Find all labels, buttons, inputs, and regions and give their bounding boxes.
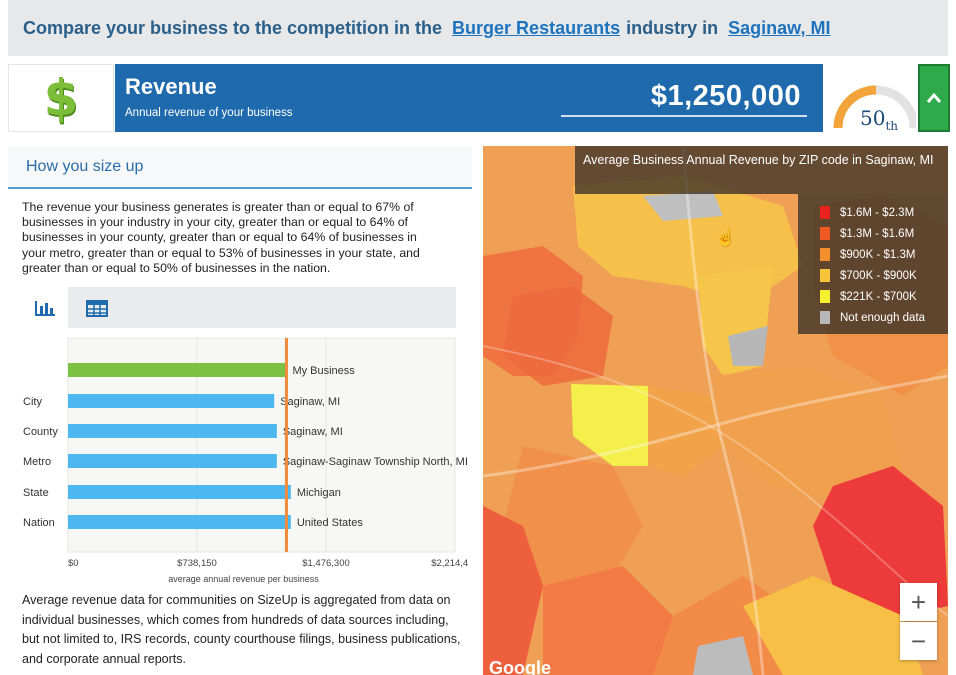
legend-label: $900K - $1.3M <box>840 248 916 261</box>
revenue-subtitle: Annual revenue of your business <box>125 107 293 119</box>
legend-row: $221K - $700K <box>798 286 948 307</box>
bar <box>68 363 287 377</box>
view-tabs <box>22 287 456 328</box>
chevron-up-icon <box>926 92 942 103</box>
legend-row: $700K - $900K <box>798 265 948 286</box>
percentile-label: 50th <box>860 106 898 133</box>
bar-label: Saginaw, MI <box>283 426 343 438</box>
collapse-button[interactable] <box>918 64 950 132</box>
dollar-icon: $ <box>43 69 79 127</box>
map-legend: $1.6M - $2.3M $1.3M - $1.6M $900K - $1.3… <box>798 194 948 334</box>
zoom-in-button[interactable]: + <box>900 583 937 621</box>
sizeup-title: How you size up <box>26 158 144 175</box>
category-label: Nation <box>23 517 55 529</box>
category-label: Metro <box>23 456 51 468</box>
legend-label: $700K - $900K <box>840 269 917 282</box>
revenue-value[interactable]: $1,250,000 <box>650 80 801 112</box>
legend-row: $900K - $1.3M <box>798 244 948 265</box>
percentile-suffix: th <box>885 119 899 133</box>
x-tick-label: $1,476,300 <box>302 558 350 569</box>
gauge-arc <box>833 85 916 129</box>
bar <box>68 394 275 408</box>
legend-swatch <box>820 206 830 219</box>
data-source-note: Average revenue data for communities on … <box>22 593 461 666</box>
x-tick-label: $0 <box>68 558 79 569</box>
legend-label: $1.6M - $2.3M <box>840 206 915 219</box>
google-logo: Google <box>489 658 551 675</box>
x-tick-label: $738,150 <box>177 558 217 569</box>
table-icon <box>86 299 108 317</box>
bar <box>68 454 277 468</box>
legend-swatch <box>820 290 830 303</box>
legend-label: $1.3M - $1.6M <box>840 227 915 240</box>
tab-table[interactable] <box>74 287 120 328</box>
hand-cursor-icon: ☝ <box>715 228 737 247</box>
x-axis-label: average annual revenue per business <box>168 574 319 584</box>
revenue-icon-box: $ <box>8 64 114 132</box>
percentile-number: 50 <box>860 106 886 130</box>
legend-swatch <box>820 269 830 282</box>
revenue-value-underline <box>561 115 807 117</box>
sizeup-panel: How you size up The revenue your busines… <box>8 146 479 675</box>
category-label: State <box>23 487 49 499</box>
legend-row: $1.6M - $2.3M <box>798 202 948 223</box>
bar <box>68 485 291 499</box>
sizeup-summary: The revenue your business generates is g… <box>22 200 420 275</box>
revenue-chart: My Business Saginaw, MI City Saginaw, MI Cou… <box>8 334 479 594</box>
bar-label: Michigan <box>297 487 341 499</box>
industry-link[interactable]: Burger Restaurants <box>452 17 621 38</box>
category-label: County <box>23 426 58 438</box>
legend-swatch <box>820 248 830 261</box>
legend-row: $1.3M - $1.6M <box>798 223 948 244</box>
percentile-gauge: 50th <box>824 64 916 133</box>
bar <box>68 515 291 529</box>
location-link[interactable]: Saginaw, MI <box>728 17 831 38</box>
header-middle: industry in <box>626 17 719 38</box>
bar-label: Saginaw, MI <box>280 396 340 408</box>
revenue-banner: Revenue Annual revenue of your business … <box>115 64 823 132</box>
bar <box>68 424 277 438</box>
revenue-title: Revenue <box>125 74 217 99</box>
sizeup-header: How you size up <box>8 146 472 189</box>
tab-chart[interactable] <box>22 287 68 328</box>
legend-row: Not enough data <box>798 307 948 328</box>
x-tick-label: $2,214,451 <box>431 558 468 569</box>
legend-swatch <box>820 311 830 324</box>
legend-swatch <box>820 227 830 240</box>
revenue-map[interactable]: Average Business Annual Revenue by ZIP c… <box>483 146 948 675</box>
legend-label: Not enough data <box>840 311 926 324</box>
page-header: Compare your business to the competition… <box>8 0 948 56</box>
header-prefix: Compare your business to the competition… <box>23 17 443 38</box>
bar-chart-icon <box>35 300 55 316</box>
map-title: Average Business Annual Revenue by ZIP c… <box>575 146 948 194</box>
bar-label: Saginaw-Saginaw Township North, MI <box>283 456 468 468</box>
zoom-out-button[interactable]: − <box>900 622 937 660</box>
bar-label: My Business <box>292 365 355 377</box>
legend-label: $221K - $700K <box>840 290 917 303</box>
category-label: City <box>23 396 42 408</box>
revenue-row: $ Revenue Annual revenue of your busines… <box>8 64 950 134</box>
revenue-bar-chart: My Business Saginaw, MI City Saginaw, MI Cou… <box>23 337 479 584</box>
bar-label: United States <box>297 517 364 529</box>
